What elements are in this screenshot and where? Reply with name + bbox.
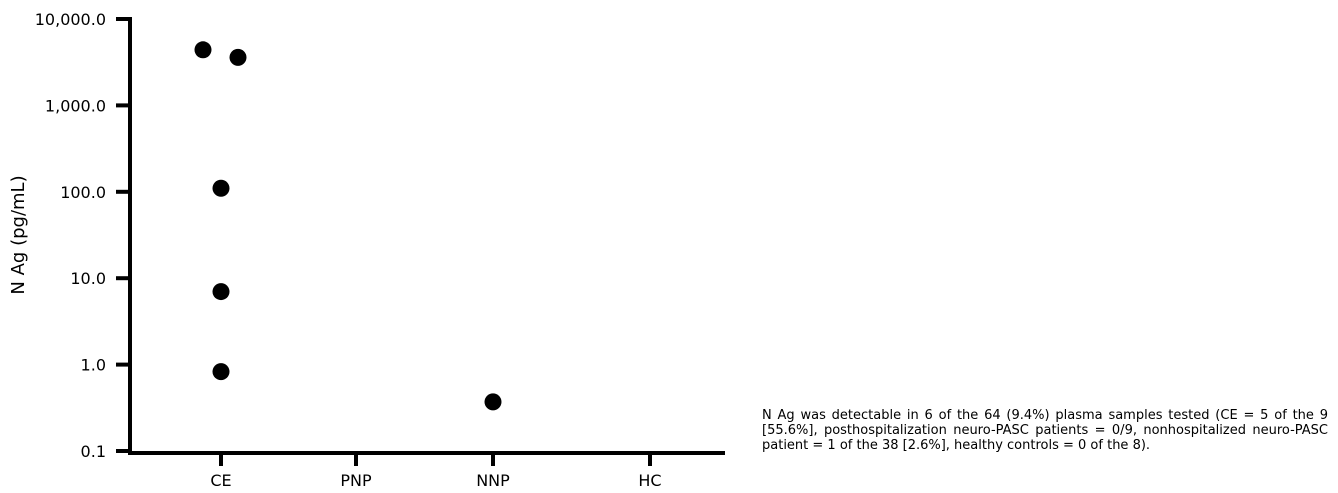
- data-points: [194, 41, 502, 411]
- y-ticks: 0.1 1.0 10.0 100.0 1,000.0 10,000.0: [35, 10, 130, 461]
- x-tick-label: NNP: [476, 471, 510, 490]
- figure-caption: N Ag was detectable in 6 of the 64 (9.4%…: [762, 408, 1328, 453]
- y-tick-label: 0.1: [81, 442, 106, 461]
- x-ticks: CE PNP NNP HC: [210, 453, 662, 490]
- x-tick-label: PNP: [340, 471, 372, 490]
- data-point: [212, 179, 230, 197]
- data-point: [229, 48, 247, 66]
- data-point: [212, 283, 230, 301]
- y-tick-label: 1.0: [81, 356, 106, 375]
- y-tick-label: 10.0: [70, 269, 106, 288]
- x-tick-label: HC: [638, 471, 661, 490]
- y-tick-label: 100.0: [60, 183, 106, 202]
- data-point: [194, 41, 212, 59]
- y-tick-label: 1,000.0: [45, 96, 106, 115]
- x-tick-label: CE: [210, 471, 231, 490]
- data-point: [484, 393, 502, 411]
- data-point: [212, 363, 230, 381]
- y-tick-label: 10,000.0: [35, 10, 106, 29]
- y-axis-title: N Ag (pg/mL): [8, 175, 29, 294]
